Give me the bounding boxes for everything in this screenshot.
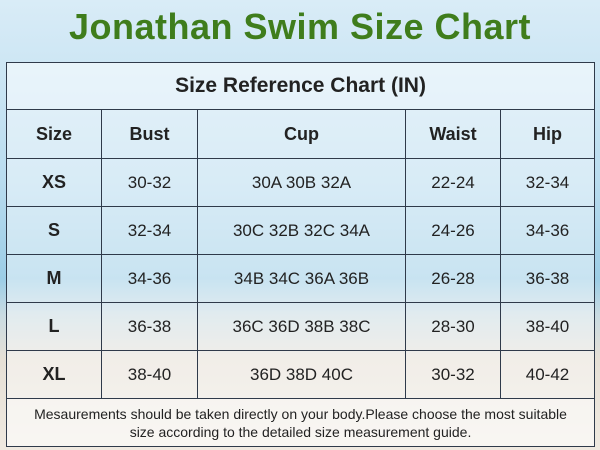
size-label: S xyxy=(6,206,102,255)
size-cell: 30-32 xyxy=(405,350,501,399)
size-cell: 34-36 xyxy=(499,206,596,255)
column-header: Waist xyxy=(405,109,501,159)
size-cell: 32-34 xyxy=(499,158,596,207)
size-row: XS 30-32 30A 30B 32A 22-24 32-34 xyxy=(6,158,596,207)
size-table: Size Reference Chart (IN) Size Bust Cup Wais… xyxy=(5,62,596,447)
size-cell: 32-34 xyxy=(101,206,198,255)
size-label: XL xyxy=(6,350,102,399)
size-cell: 36-38 xyxy=(499,254,596,303)
size-cell: 30C 32B 32C 34A xyxy=(197,206,406,255)
size-label: M xyxy=(6,254,102,303)
size-row: M 34-36 34B 34C 36A 36B 26-28 36-38 xyxy=(6,254,596,303)
size-row: XL 38-40 36D 38D 40C 30-32 40-42 xyxy=(6,350,596,399)
size-cell: 22-24 xyxy=(405,158,501,207)
note-row: Mesaurements should be taken directly on… xyxy=(5,398,596,447)
size-cell: 36C 36D 38B 38C xyxy=(197,302,406,351)
size-label: XS xyxy=(6,158,102,207)
header-row: Size Bust Cup Waist Hip xyxy=(6,109,596,159)
size-cell: 36-38 xyxy=(101,302,198,351)
page-title: Jonathan Swim Size Chart xyxy=(68,6,532,47)
size-row: S 32-34 30C 32B 32C 34A 24-26 34-36 xyxy=(6,206,596,255)
table-note: Mesaurements should be taken directly on… xyxy=(5,398,596,447)
size-cell: 26-28 xyxy=(405,254,501,303)
column-header: Bust xyxy=(101,109,198,159)
table-caption: Size Reference Chart (IN) xyxy=(5,62,596,110)
size-cell: 34-36 xyxy=(101,254,198,303)
size-cell: 38-40 xyxy=(101,350,198,399)
size-label: L xyxy=(6,302,102,351)
size-cell: 40-42 xyxy=(499,350,596,399)
column-header: Size xyxy=(6,109,102,159)
column-header: Hip xyxy=(499,109,596,159)
size-cell: 30A 30B 32A xyxy=(197,158,406,207)
size-cell: 34B 34C 36A 36B xyxy=(197,254,406,303)
size-cell: 30-32 xyxy=(101,158,198,207)
size-row: L 36-38 36C 36D 38B 38C 28-30 38-40 xyxy=(6,302,596,351)
size-cell: 28-30 xyxy=(405,302,501,351)
caption-row: Size Reference Chart (IN) xyxy=(5,62,596,110)
column-header: Cup xyxy=(197,109,406,159)
size-cell: 36D 38D 40C xyxy=(197,350,406,399)
size-cell: 38-40 xyxy=(499,302,596,351)
size-cell: 24-26 xyxy=(405,206,501,255)
